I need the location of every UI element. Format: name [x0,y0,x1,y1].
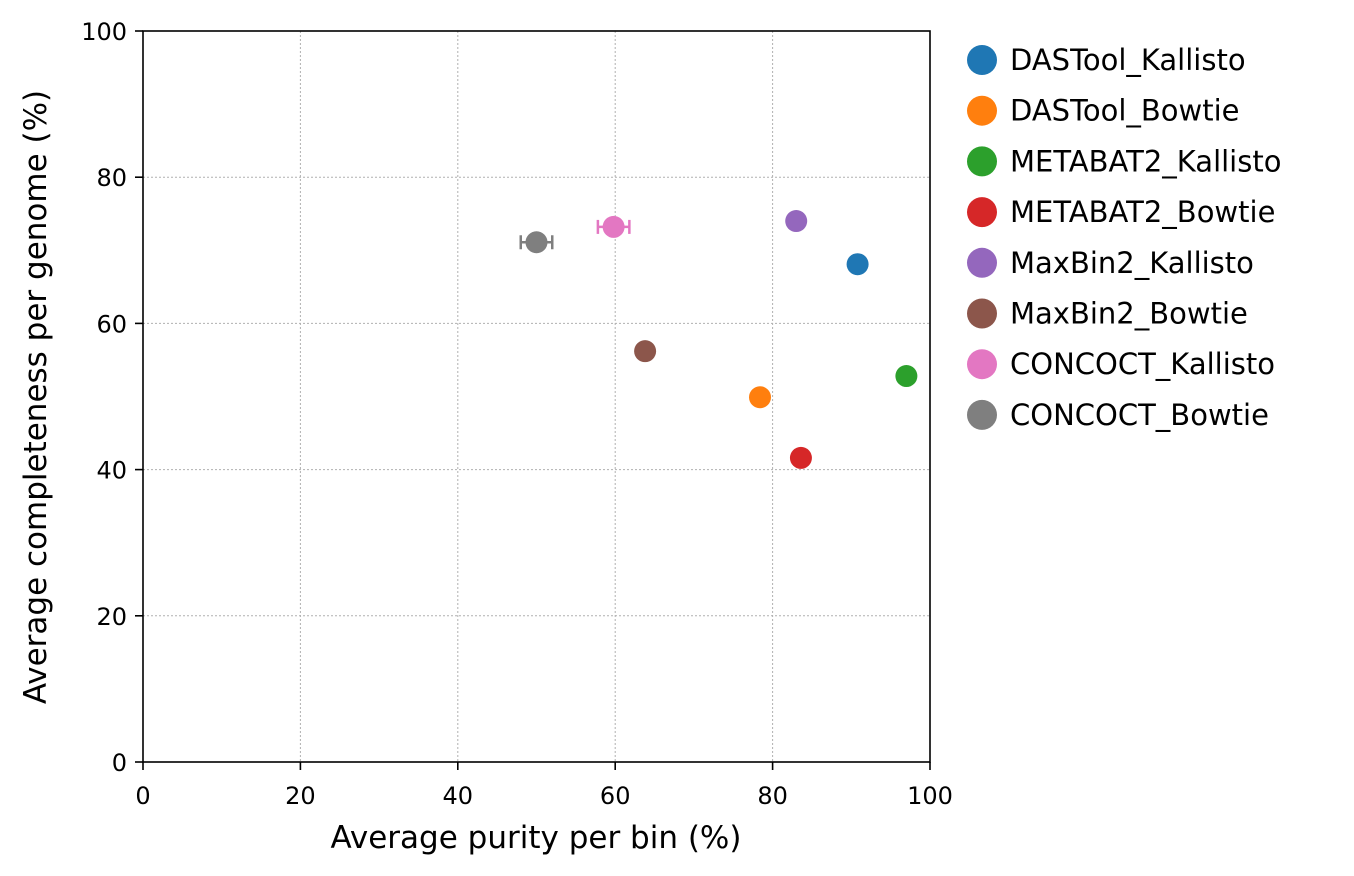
legend-marker [967,95,997,126]
legend-item: MaxBin2_Bowtie [967,297,1248,331]
legend-marker [967,399,997,430]
legend-item: METABAT2_Kallisto [967,144,1281,178]
x-tick-label: 80 [757,782,788,810]
legend-marker [967,247,997,278]
plot-frame [142,30,931,763]
legend-label: MaxBin2_Kallisto [1010,246,1254,280]
legend-marker [967,146,997,177]
marker [525,231,548,254]
legend-marker [967,45,997,75]
y-tick-label: 60 [96,310,127,338]
legend-item: CONCOCT_Kallisto [967,347,1275,381]
legend-label: CONCOCT_Bowtie [1010,398,1269,432]
legend-item: CONCOCT_Bowtie [967,398,1269,432]
data-point-metabat2-kallisto [895,365,918,388]
data-point-maxbin2-bowtie [634,340,657,363]
legend-item: MaxBin2_Kallisto [967,246,1254,280]
legend-item: DASTool_Bowtie [967,94,1240,128]
legend-item: METABAT2_Bowtie [967,195,1275,229]
data-point-metabat2-bowtie [789,446,812,469]
axis-ticks: 0 20 40 60 80 100 0 20 40 60 80 100 [81,18,953,810]
data-point-maxbin2-kallisto [785,210,808,233]
legend-label: METABAT2_Kallisto [1010,144,1281,178]
data-point-concoct-bowtie [519,231,554,254]
legend-marker [967,197,997,228]
y-tick-label: 100 [81,18,127,46]
legend-label: METABAT2_Bowtie [1010,195,1275,229]
legend-marker [967,298,997,329]
marker [602,215,625,238]
y-axis-label: Average completeness per genome (%) [18,90,54,704]
legend-marker [967,349,997,380]
data-markers [519,210,918,469]
legend-label: DASTool_Bowtie [1010,94,1240,128]
x-tick-label: 60 [600,782,631,810]
x-tick-label: 0 [135,782,150,810]
marker [789,446,812,469]
marker [846,253,869,276]
legend-item: DASTool_Kallisto [967,43,1246,77]
x-axis-label: Average purity per bin (%) [331,820,742,856]
legend: DASTool_Kallisto DASTool_Bowtie METABAT2_K… [967,43,1281,432]
legend-label: MaxBin2_Bowtie [1010,297,1248,331]
marker [785,210,808,233]
legend-label: DASTool_Kallisto [1010,43,1246,77]
data-point-concoct-kallisto [596,215,631,238]
y-tick-label: 80 [96,164,127,192]
marker [634,340,657,363]
marker [895,365,918,388]
marker [749,386,772,409]
y-tick-label: 20 [96,603,127,631]
legend-label: CONCOCT_Kallisto [1010,347,1275,381]
data-point-dastool-bowtie [749,386,772,409]
data-point-dastool-kallisto [846,253,869,276]
x-tick-label: 40 [443,782,474,810]
x-tick-label: 100 [907,782,953,810]
y-tick-label: 40 [96,457,127,485]
y-tick-label: 0 [112,749,127,777]
x-tick-label: 20 [285,782,316,810]
